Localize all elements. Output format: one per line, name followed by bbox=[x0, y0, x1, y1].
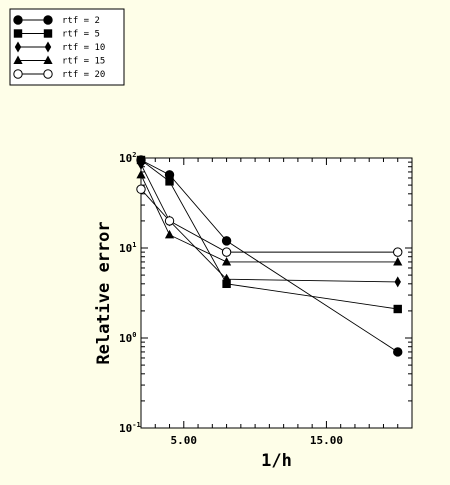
data-point bbox=[221, 256, 232, 266]
series-line bbox=[140, 159, 398, 310]
data-point bbox=[137, 158, 145, 170]
data-point bbox=[393, 256, 403, 266]
y-axis-label: Relative error bbox=[94, 221, 114, 364]
legend-label: rtf = 2 bbox=[62, 16, 100, 26]
data-point bbox=[164, 229, 175, 239]
data-point bbox=[223, 273, 230, 285]
x-tick-label: 15.00 bbox=[310, 434, 343, 447]
plot-frame bbox=[140, 157, 413, 429]
y-tick-label: 10-1 bbox=[119, 421, 141, 435]
legend-label: rtf = 15 bbox=[62, 57, 105, 67]
x-axis-label: 1/h bbox=[261, 451, 292, 471]
data-point bbox=[136, 169, 146, 179]
legend-marker bbox=[44, 41, 52, 53]
data-point bbox=[221, 236, 232, 246]
data-point bbox=[136, 184, 146, 194]
data-point bbox=[393, 347, 403, 357]
data-point bbox=[165, 177, 174, 186]
legend: rtf = 2 rtf = 5 rtf = 10 rtf = 15 rtf = 20 bbox=[9, 8, 125, 86]
data-point bbox=[164, 216, 175, 226]
legend-marker bbox=[13, 69, 23, 79]
y-tick-label: 100 bbox=[119, 331, 136, 345]
series-line bbox=[140, 164, 398, 283]
legend-marker bbox=[14, 41, 22, 53]
series-rtf-20 bbox=[136, 184, 403, 257]
y-tick-label: 102 bbox=[119, 151, 136, 165]
data-point bbox=[393, 247, 403, 257]
legend-marker bbox=[13, 29, 23, 38]
data-point bbox=[393, 304, 402, 314]
x-tick-label: 5.00 bbox=[171, 434, 198, 447]
legend-marker bbox=[43, 55, 53, 64]
y-tick-label: 101 bbox=[119, 241, 136, 255]
data-point bbox=[221, 247, 232, 257]
legend-marker bbox=[43, 69, 53, 79]
plot-area: 10-1 100 101 102 5.00 15.00 1/h Relative error bbox=[94, 151, 413, 471]
legend-label: rtf = 5 bbox=[62, 30, 100, 40]
legend-marker bbox=[13, 15, 23, 25]
legend-marker bbox=[43, 29, 53, 38]
legend-marker bbox=[13, 55, 23, 64]
series-line bbox=[140, 188, 398, 253]
data-point bbox=[394, 276, 401, 288]
legend-label: rtf = 10 bbox=[62, 43, 105, 53]
legend-marker bbox=[43, 15, 53, 25]
legend-label: rtf = 20 bbox=[62, 70, 105, 80]
